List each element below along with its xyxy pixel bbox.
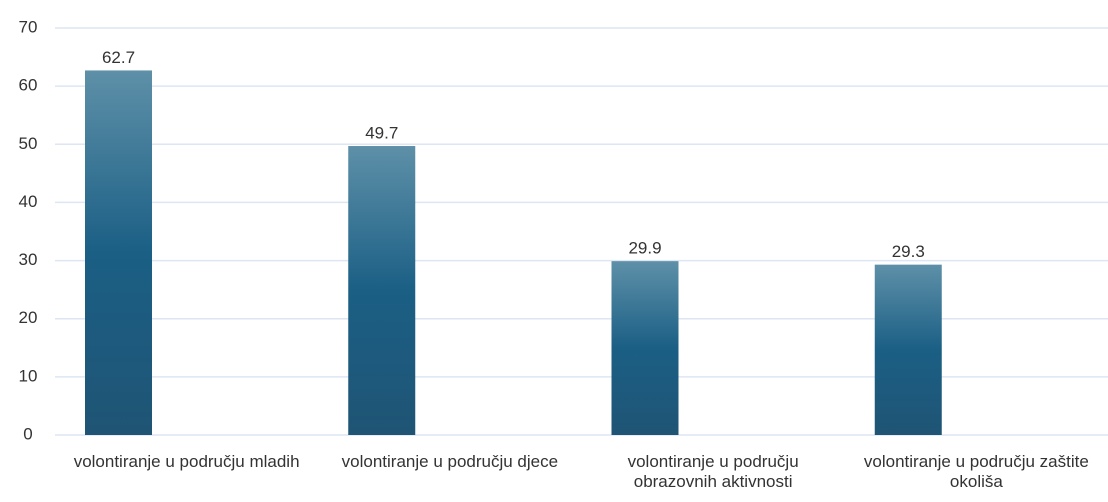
y-tick-label: 0 — [23, 424, 32, 443]
y-tick-label: 70 — [19, 17, 38, 36]
bar — [874, 264, 942, 435]
y-tick-label: 10 — [19, 366, 38, 385]
data-label: 29.9 — [628, 239, 661, 258]
y-tick-label: 50 — [19, 134, 38, 153]
data-label: 29.3 — [892, 242, 925, 261]
y-tick-label: 20 — [19, 308, 38, 327]
y-tick-label: 40 — [19, 192, 38, 211]
x-tick-label: volontiranje u području djece — [341, 452, 559, 471]
y-tick-label: 30 — [19, 250, 38, 269]
x-tick-label: volontiranje u području obrazovnih aktiv… — [627, 452, 799, 491]
data-label: 49.7 — [365, 124, 398, 143]
data-label: 62.7 — [102, 48, 135, 67]
bar — [85, 70, 152, 436]
bar — [611, 261, 679, 435]
bar — [348, 146, 416, 435]
x-tick-label: volontiranje u području zaštite okoliša — [863, 452, 1089, 491]
x-tick-label: volontiranje u području mladih — [73, 452, 300, 471]
y-tick-label: 60 — [19, 76, 38, 95]
